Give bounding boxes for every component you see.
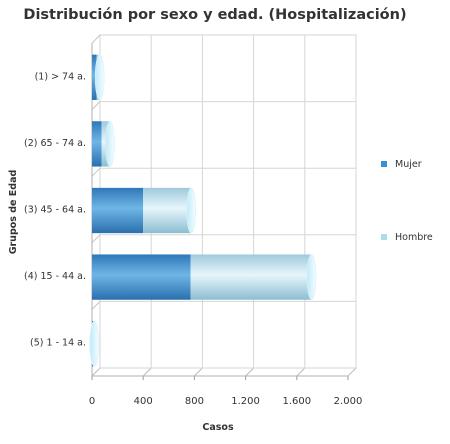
x-tick-label: 800 <box>185 396 204 407</box>
x-tick-label: 1.600 <box>282 396 311 407</box>
bar-mujer <box>92 54 97 100</box>
grid-floor-line <box>347 367 357 377</box>
bar-mujer <box>92 121 102 167</box>
bar-end-cap <box>94 54 105 101</box>
legend-swatch-mujer <box>381 161 387 167</box>
x-axis-title: Casos <box>202 422 234 433</box>
bar-end-cap <box>306 254 317 301</box>
grid-side-line <box>91 301 101 310</box>
legend: Mujer Hombre <box>381 159 433 243</box>
bar-hombre <box>143 187 192 234</box>
category-label: (4) 15 - 44 a. <box>24 271 86 282</box>
bar-hombre <box>190 254 312 300</box>
legend-label: Hombre <box>395 232 433 243</box>
grid-floor-line <box>194 367 203 377</box>
x-tick-label: 0 <box>89 396 95 407</box>
category-labels: (1) > 74 a. (2) 65 - 74 a. (3) 45 - 64 a. (… <box>24 71 86 348</box>
bar-end-cap <box>105 120 115 167</box>
grid-side-line <box>91 234 101 244</box>
chart-title: Distribución por sexo y edad. (Hospitali… <box>23 7 406 23</box>
category-label: (3) 45 - 64 a. <box>24 205 86 216</box>
x-tick-label: 400 <box>134 396 153 407</box>
legend-swatch-hombre <box>381 234 387 240</box>
grid-side-line <box>91 367 101 377</box>
x-tick-label: 2.000 <box>334 396 363 407</box>
x-tick-labels: 0 400 800 1.200 1.600 2.000 <box>89 396 363 407</box>
grid-side-line <box>91 167 101 177</box>
bar-mujer <box>92 254 191 300</box>
legend-label: Mujer <box>395 159 422 170</box>
category-label: (5) 1 - 14 a. <box>30 338 86 349</box>
bar-series <box>89 54 317 367</box>
y-axis-title: Grupos de Edad <box>8 170 19 255</box>
x-tick-label: 1.200 <box>231 396 260 407</box>
bar-mujer <box>92 187 144 234</box>
grid-floor-line <box>296 367 306 377</box>
grid-floor-line <box>142 367 152 377</box>
bar-end-cap <box>186 187 196 234</box>
category-label: (1) > 74 a. <box>35 71 86 82</box>
grid-side-line <box>91 101 101 110</box>
grid-floor-line <box>245 367 254 377</box>
category-label: (2) 65 - 74 a. <box>24 138 86 149</box>
bar-end-cap <box>89 320 100 367</box>
grid-side-line <box>91 34 101 44</box>
